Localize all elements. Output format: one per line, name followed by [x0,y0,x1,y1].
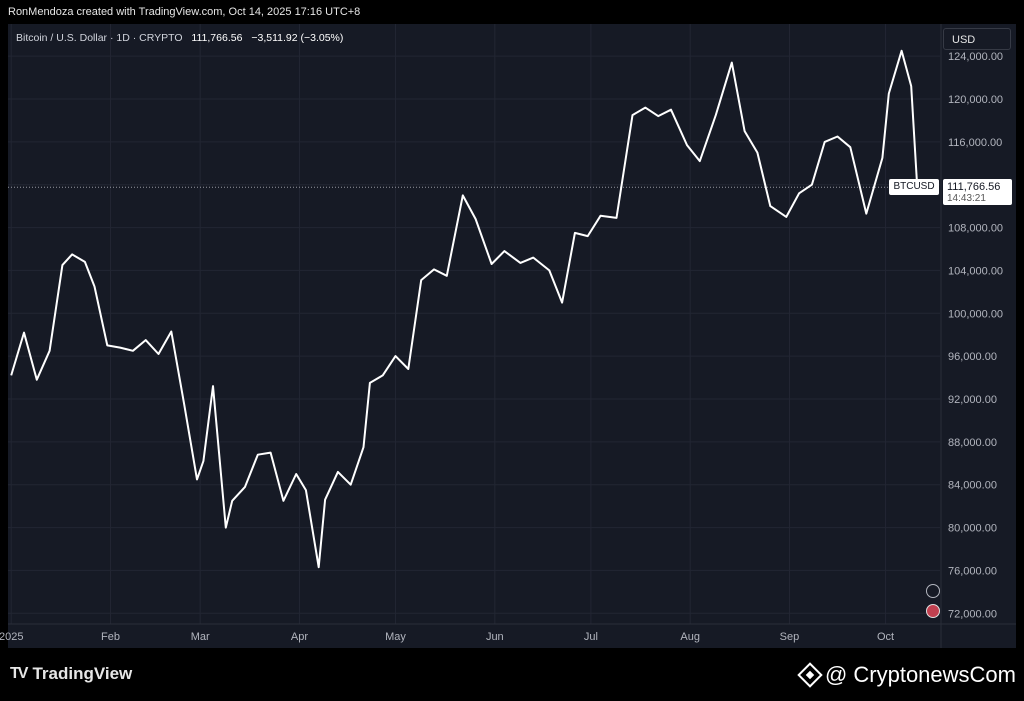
currency-button[interactable]: USD [943,28,1011,50]
tradingview-brand: TradingView [32,664,133,683]
y-tick-label: 92,000.00 [948,394,997,406]
symbol-price-tag: BTCUSD [889,179,939,196]
x-tick-label: Apr [291,631,308,643]
last-price-value: 111,766.56 [947,181,1001,194]
tradingview-mark-icon: TV [10,665,29,682]
x-tick-label: Feb [101,631,120,643]
binance-diamond-icon [797,662,823,688]
x-tick-label: Aug [680,631,700,643]
legend-change: −3,511.92 (−3.05%) [251,32,344,44]
tradingview-logo[interactable]: TV TradingView [10,664,132,684]
alert-icon[interactable] [926,604,940,618]
y-tick-label: 84,000.00 [948,480,997,492]
x-tick-label: Mar [191,631,210,643]
top-bar: RonMendoza created with TradingView.com,… [0,0,1024,24]
y-tick-label: 124,000.00 [948,51,1003,63]
symbol-legend[interactable]: Bitcoin / U.S. Dollar · 1D · CRYPTO 111,… [16,32,343,44]
bar-countdown: 14:43:21 [947,193,986,205]
y-tick-label: 104,000.00 [948,265,1003,277]
y-tick-label: 116,000.00 [948,137,1002,149]
y-tick-label: 100,000.00 [948,308,1003,320]
y-tick-label: 120,000.00 [948,94,1003,106]
chart-side-icons[interactable] [926,584,942,624]
credit-text: RonMendoza created with TradingView.com,… [8,6,361,18]
x-tick-label: Jun [486,631,504,643]
x-tick-label: 2025 [0,631,23,643]
watermark-text: @ CryptonewsCom [824,662,1016,687]
sparkle-icon[interactable] [926,584,940,598]
last-price-label: 111,766.56 14:43:21 [943,179,1012,206]
watermark: @ CryptonewsCom [797,662,1016,688]
y-tick-label: 96,000.00 [948,351,997,363]
y-tick-label: 80,000.00 [948,523,997,535]
legend-price: 111,766.56 [191,32,243,44]
x-tick-label: Sep [780,631,800,643]
chart-panel[interactable] [8,24,1016,648]
x-tick-label: Oct [877,631,894,643]
y-tick-label: 108,000.00 [948,223,1003,235]
y-tick-label: 72,000.00 [948,608,997,620]
y-tick-label: 88,000.00 [948,437,997,449]
x-tick-label: Jul [584,631,598,643]
price-series-line [10,49,928,569]
footer [0,648,1024,701]
x-tick-label: May [385,631,406,643]
y-tick-label: 76,000.00 [948,565,997,577]
symbol-name: Bitcoin / U.S. Dollar · 1D · CRYPTO [16,32,183,44]
